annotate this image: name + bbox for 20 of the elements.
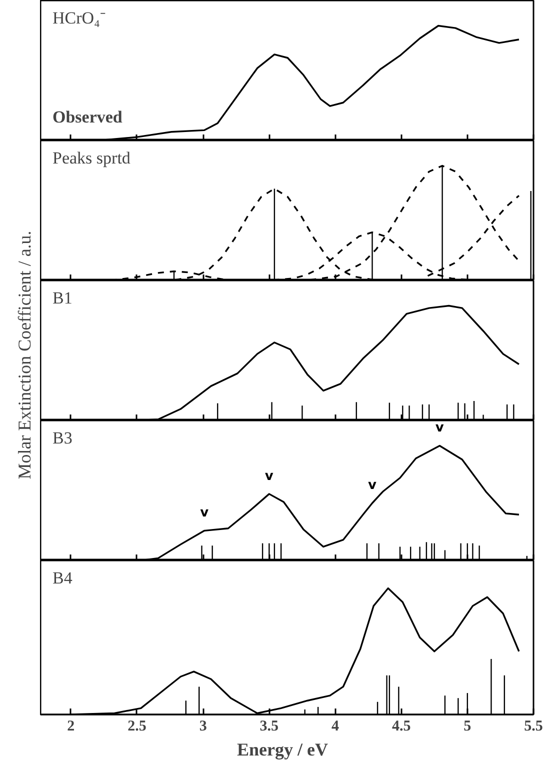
chart-title: Peaks sprtd: [52, 148, 131, 168]
chart-title: B3: [52, 428, 72, 448]
y-axis-title: Molar Extinction Coefficient / a.u.: [14, 230, 34, 480]
annotation: v: [264, 468, 274, 484]
x-tick-label: 4: [331, 718, 340, 734]
chart-title: B1: [52, 288, 72, 308]
x-tick-label: 4.5: [392, 718, 411, 734]
x-tick-label: 2.5: [128, 718, 146, 734]
annotation: v: [435, 420, 444, 436]
chart-title: B4: [52, 568, 73, 588]
x-tick-label: 2: [67, 718, 75, 734]
x-tick-label: 5.5: [524, 718, 543, 734]
x-axis-title: Energy / eV: [237, 740, 328, 760]
x-tick-label: 3: [199, 718, 207, 734]
x-tick-label: 5: [464, 718, 472, 734]
chart-title: HCrO₄⁻: [52, 8, 106, 28]
annotation: v: [368, 478, 378, 494]
x-tick-label: 3.5: [260, 718, 279, 734]
text: Observed: [52, 108, 123, 127]
annotation: v: [200, 506, 210, 521]
